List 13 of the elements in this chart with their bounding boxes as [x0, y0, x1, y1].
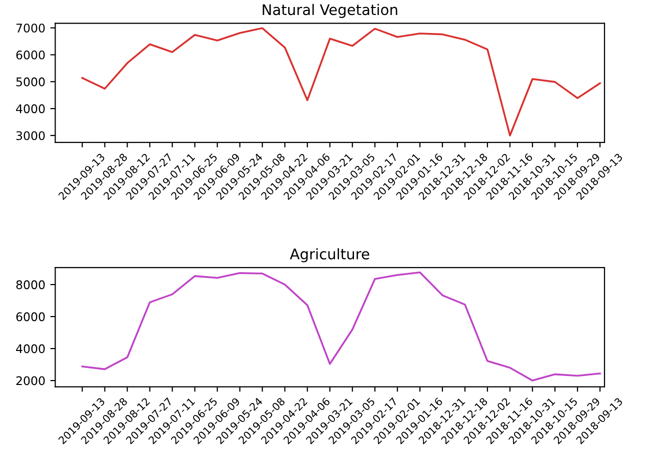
chart-title: Natural Vegetation	[262, 4, 398, 18]
y-tick-label: 7000	[16, 24, 45, 33]
y-tick-label: 4000	[16, 104, 45, 114]
y-tick-label: 4000	[16, 344, 45, 354]
y-tick-label: 2000	[16, 376, 45, 386]
y-tick-label: 5000	[16, 77, 45, 86]
y-tick-label: 8000	[16, 280, 45, 290]
line-series	[81, 27, 601, 136]
y-tick-label: 6000	[16, 312, 45, 322]
y-tick-label: 3000	[16, 131, 45, 140]
chart-title: Agriculture	[290, 248, 370, 262]
y-tick-label: 6000	[16, 50, 45, 60]
line-series	[81, 272, 601, 382]
